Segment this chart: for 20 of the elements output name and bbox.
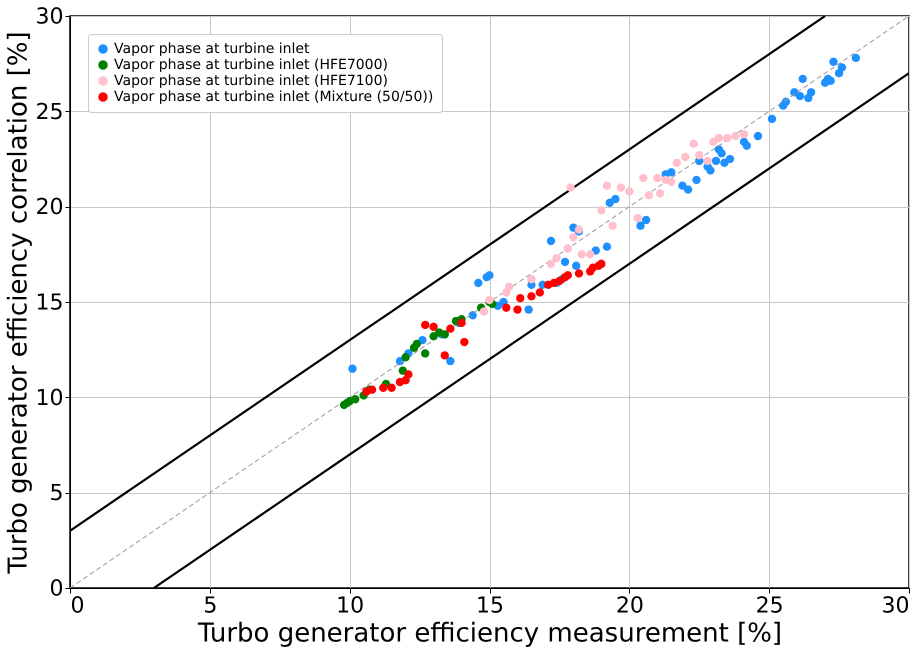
legend-label: Vapor phase at turbine inlet (HFE7000): [114, 57, 388, 73]
x-tick-label: 10: [336, 594, 364, 618]
legend-label: Vapor phase at turbine inlet (Mixture (50/50)): [114, 89, 434, 105]
x-tick-label: 20: [616, 594, 644, 618]
y-tick-label: 5: [50, 481, 64, 506]
legend-label: Vapor phase at turbine inlet (HFE7100): [114, 73, 388, 89]
y-tick-label: 30: [36, 4, 64, 30]
y-axis-title: Turbo generator efficiency correlation [%]: [4, 31, 34, 575]
y-tick-label: 20: [36, 195, 64, 220]
x-tick-label: 5: [203, 594, 218, 618]
legend-label: Vapor phase at turbine inlet: [114, 41, 310, 57]
x-tick-label: 25: [756, 594, 784, 618]
y-tick-label: 15: [36, 290, 64, 316]
y-tick-label: 25: [36, 100, 64, 125]
x-tick-label: 0: [70, 594, 84, 618]
y-tick-label: 0: [50, 576, 64, 602]
y-tick-label: 10: [36, 386, 64, 411]
x-tick-label: 30: [882, 594, 910, 618]
x-axis-title: Turbo generator efficiency measurement [%]: [196, 618, 782, 648]
x-tick-label: 15: [476, 594, 504, 618]
